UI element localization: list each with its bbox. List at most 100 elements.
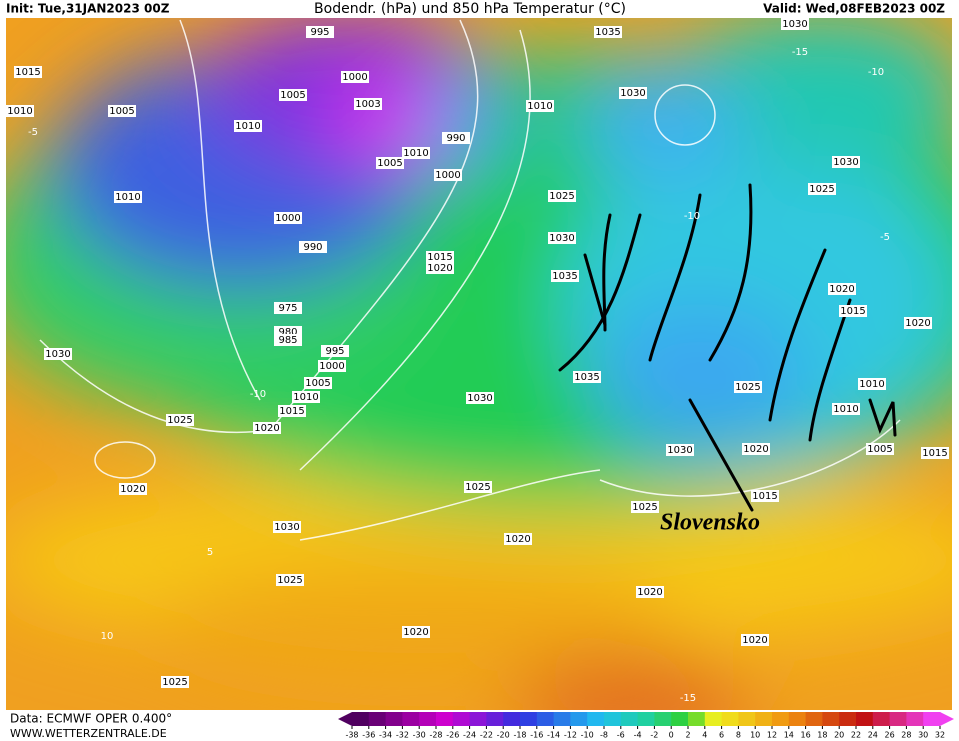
isobar-label: 1005 <box>109 106 134 117</box>
legend-swatch <box>604 712 622 726</box>
isobar-label: 1010 <box>833 404 858 415</box>
isobar-label-bg <box>304 377 332 389</box>
legend-swatch <box>788 712 807 726</box>
isobar-label: 1020 <box>254 423 279 434</box>
legend-swatch <box>906 712 924 726</box>
legend-tick-label: 24 <box>868 731 878 740</box>
isotherm-label: -10 <box>868 67 884 78</box>
legend-tick-label: 2 <box>685 731 690 740</box>
legend-tick-label: 16 <box>801 731 811 740</box>
isobar-label: 1020 <box>829 284 854 295</box>
isobar-label: 995 <box>325 346 344 357</box>
legend-tick-label: 0 <box>669 731 674 740</box>
isobar-label-bg <box>44 348 72 360</box>
isotherm-label: -15 <box>792 47 808 58</box>
legend-swatch <box>436 712 454 726</box>
isobar-label: 1015 <box>15 67 40 78</box>
isobar-label: 1025 <box>809 184 834 195</box>
isobar-label-bg <box>318 360 346 372</box>
isobar-label-bg <box>14 66 42 78</box>
legend-tick-label: -16 <box>530 731 543 740</box>
isobar-label-bg <box>466 392 494 404</box>
legend-tick-label: 28 <box>901 731 911 740</box>
isobar-label: 1010 <box>859 379 884 390</box>
isobar-label-bg <box>292 391 320 403</box>
legend-swatch <box>721 712 739 726</box>
isobar-label: 1015 <box>752 491 777 502</box>
isobar-label-bg <box>161 676 189 688</box>
isobar-label-bg <box>548 190 576 202</box>
isobar-label: 1015 <box>427 252 452 263</box>
legend-tick-label: 6 <box>719 731 724 740</box>
legend-swatch <box>704 712 723 726</box>
isobar-label-bg <box>808 183 836 195</box>
isobar-label-bg <box>904 317 932 329</box>
isobar-label-bg <box>734 381 762 393</box>
legend-arrow-left <box>338 712 352 726</box>
isotherm-label: -15 <box>680 693 696 704</box>
legend-swatch <box>570 712 588 726</box>
isobar-label: 1005 <box>280 90 305 101</box>
isobar-label-bg <box>299 241 327 253</box>
isobar-label: 1010 <box>235 121 260 132</box>
site-url: WWW.WETTERZENTRALE.DE <box>10 727 167 740</box>
isobar-label-bg <box>858 378 886 390</box>
legend-tick-label: -20 <box>497 731 510 740</box>
isobar-label-bg <box>274 212 302 224</box>
annotation: Slovensko <box>660 510 760 536</box>
isobar-label-bg <box>253 422 281 434</box>
legend-tick-label: -38 <box>345 731 358 740</box>
legend-tick-label: -10 <box>581 731 594 740</box>
legend-swatch <box>469 712 487 726</box>
isobar-label-bg <box>166 414 194 426</box>
legend-tick-label: 22 <box>851 731 861 740</box>
isobar-label: 1030 <box>782 19 807 30</box>
isobar-label: 1030 <box>667 445 692 456</box>
isobar-label-bg <box>276 574 304 586</box>
legend-tick-label: -4 <box>634 731 642 740</box>
legend-swatch <box>503 712 521 726</box>
legend-swatch <box>486 712 504 726</box>
legend-tick-label: 12 <box>767 731 777 740</box>
isobar-label: 1030 <box>833 157 858 168</box>
isobar-label: 990 <box>303 242 322 253</box>
isobar-label-bg <box>114 191 142 203</box>
legend-tick-label: -18 <box>513 731 526 740</box>
isobar-label: 1030 <box>467 393 492 404</box>
isobar-label: 1030 <box>549 233 574 244</box>
legend-swatch <box>923 712 941 726</box>
legend-swatch <box>385 712 403 726</box>
isobar-label: 1020 <box>742 635 767 646</box>
isobar-label-bg <box>741 634 769 646</box>
isobar-label: 1010 <box>293 392 318 403</box>
isobar-label-bg <box>108 105 136 117</box>
isobar-label: 1020 <box>637 587 662 598</box>
legend-tick-label: -34 <box>379 731 392 740</box>
legend-tick-label: -6 <box>617 731 625 740</box>
isobar-label: 1030 <box>45 349 70 360</box>
legend-tick-label: 32 <box>935 731 945 740</box>
isobar-label-bg <box>548 232 576 244</box>
isobar-label: 1025 <box>735 382 760 393</box>
legend-swatch <box>620 712 639 726</box>
isobar-label: 1030 <box>274 522 299 533</box>
legend-tick-label: 20 <box>834 731 844 740</box>
legend-tick-label: -12 <box>564 731 577 740</box>
isobar-label-bg <box>832 403 860 415</box>
legend-tick-label: -22 <box>480 731 493 740</box>
isobar-label: 1035 <box>552 271 577 282</box>
isobar-label-bg <box>376 157 404 169</box>
legend-swatch <box>822 712 840 726</box>
isobar-label: 1035 <box>595 27 620 38</box>
isobar-label-bg <box>551 270 579 282</box>
isobar-label-bg <box>6 105 34 117</box>
isobar-label: 1005 <box>305 378 330 389</box>
legend-swatch <box>368 712 387 726</box>
isobar-label: 1025 <box>632 502 657 513</box>
isobar-label: 995 <box>310 27 329 38</box>
isobar-label-bg <box>341 71 369 83</box>
isobar-label: 1020 <box>505 534 530 545</box>
isobar-label: 1005 <box>377 158 402 169</box>
isobar-label-bg <box>751 490 779 502</box>
